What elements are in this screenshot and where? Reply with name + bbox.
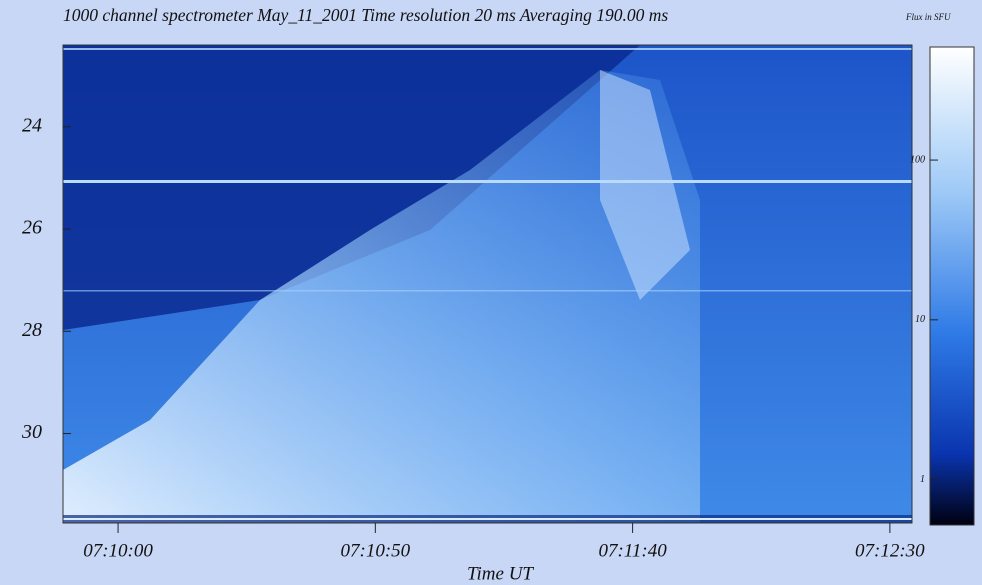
y-tick-label: 24: [22, 114, 42, 136]
x-tick-label: 07:12:30: [855, 540, 925, 561]
x-tick-label: 07:11:40: [598, 540, 667, 561]
colorbar-tick-label: 1: [920, 474, 925, 485]
colorbar-label: Flux in SFU: [905, 12, 951, 22]
spectrogram-image: [63, 45, 912, 523]
colorbar-tick-label: 100: [910, 154, 925, 165]
colorbar: [929, 46, 975, 526]
y-tick-label: 30: [21, 421, 42, 443]
colorbar-tick-label: 10: [915, 314, 925, 325]
plot-frame: [62, 44, 913, 524]
y-tick-label: 28: [22, 319, 42, 341]
chart-title: 1000 channel spectrometer May_11_2001 Ti…: [63, 5, 668, 25]
x-tick-label: 07:10:00: [83, 540, 153, 561]
x-tick-label: 07:10:50: [341, 540, 411, 561]
x-axis-label: Time UT: [467, 563, 534, 584]
y-tick-label: 26: [22, 217, 42, 239]
